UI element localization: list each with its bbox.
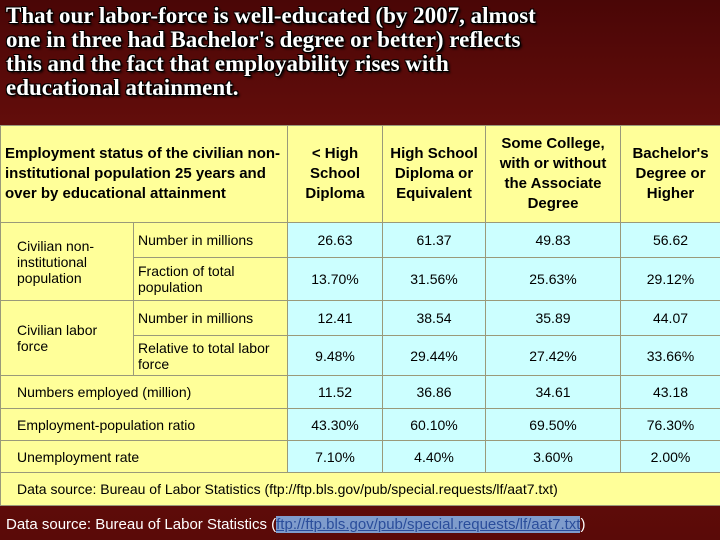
cell: 7.10% — [287, 440, 384, 473]
cell: 43.30% — [287, 408, 384, 441]
cell: 12.41 — [287, 300, 384, 336]
cell: 11.52 — [287, 375, 384, 409]
cell: 36.86 — [382, 375, 487, 409]
data-table: Employment status of the civilian non-in… — [0, 125, 720, 506]
header-cell: Some College, with or without the Associ… — [485, 125, 622, 223]
cell: 44.07 — [620, 300, 720, 336]
row: Fraction of total population 13.70% 31.5… — [1, 257, 720, 301]
cell: 60.10% — [382, 408, 487, 441]
source-close: ) — [580, 516, 586, 533]
row-label: Employment-population ratio — [0, 408, 289, 441]
cell: 33.66% — [620, 335, 720, 376]
source-line: Data source: Bureau of Labor Statistics … — [6, 516, 585, 533]
header-row: Employment status of the civilian non-in… — [0, 125, 720, 223]
cell: 56.62 — [620, 222, 720, 258]
header-cell: High School Diploma or Equivalent — [382, 125, 487, 223]
cell: 38.54 — [382, 300, 487, 336]
cell: 3.60% — [485, 440, 622, 473]
cell: 29.44% — [382, 335, 487, 376]
row-label: Unemployment rate — [0, 440, 289, 473]
title-line: educational attainment. — [6, 75, 239, 100]
slide-title: That our labor-force is well-educated (b… — [6, 4, 716, 100]
title-line: this and the fact that employability ris… — [6, 51, 449, 76]
cell: 2.00% — [620, 440, 720, 473]
cell: 69.50% — [485, 408, 622, 441]
cell: 25.63% — [485, 257, 622, 301]
header-cell: Bachelor's Degree or Higher — [620, 125, 720, 223]
cell: 26.63 — [287, 222, 384, 258]
note-row: Data source: Bureau of Labor Statistics … — [0, 472, 720, 506]
row-label: Numbers employed (million) — [0, 375, 289, 409]
row: Civilian non-institutional population Nu… — [0, 222, 720, 301]
cell: 13.70% — [287, 257, 384, 301]
row: Numbers employed (million) 11.52 36.86 3… — [0, 375, 720, 409]
cell: 31.56% — [382, 257, 487, 301]
header-cell: Employment status of the civilian non-in… — [0, 125, 289, 223]
cell: 61.37 — [382, 222, 487, 258]
source-text: Data source: Bureau of Labor Statistics … — [6, 516, 277, 533]
header-cell: < High School Diploma — [287, 125, 384, 223]
title-line: one in three had Bachelor's degree or be… — [6, 27, 521, 52]
cell: 34.61 — [485, 375, 622, 409]
row: Employment-population ratio 43.30% 60.10… — [0, 408, 720, 441]
cell: 27.42% — [485, 335, 622, 376]
row: Civilian labor force Number in millions … — [0, 300, 720, 376]
row-label: Fraction of total population — [132, 257, 289, 301]
cell: 29.12% — [620, 257, 720, 301]
row-label: Relative to total labor force — [132, 335, 289, 376]
title-line: That our labor-force is well-educated (b… — [6, 3, 536, 28]
cell: 43.18 — [620, 375, 720, 409]
group-label: Civilian labor force — [0, 300, 134, 376]
cell: 49.83 — [485, 222, 622, 258]
cell: 9.48% — [287, 335, 384, 376]
cell: 76.30% — [620, 408, 720, 441]
cell: 4.40% — [382, 440, 487, 473]
row-label: Number in millions — [132, 300, 289, 336]
table-note: Data source: Bureau of Labor Statistics … — [0, 472, 720, 506]
source-link[interactable]: ftp://ftp.bls.gov/pub/special.requests/l… — [276, 516, 581, 533]
row-label: Number in millions — [132, 222, 289, 258]
cell: 35.89 — [485, 300, 622, 336]
row: Unemployment rate 7.10% 4.40% 3.60% 2.00… — [0, 440, 720, 473]
group-label: Civilian non-institutional population — [0, 222, 134, 301]
